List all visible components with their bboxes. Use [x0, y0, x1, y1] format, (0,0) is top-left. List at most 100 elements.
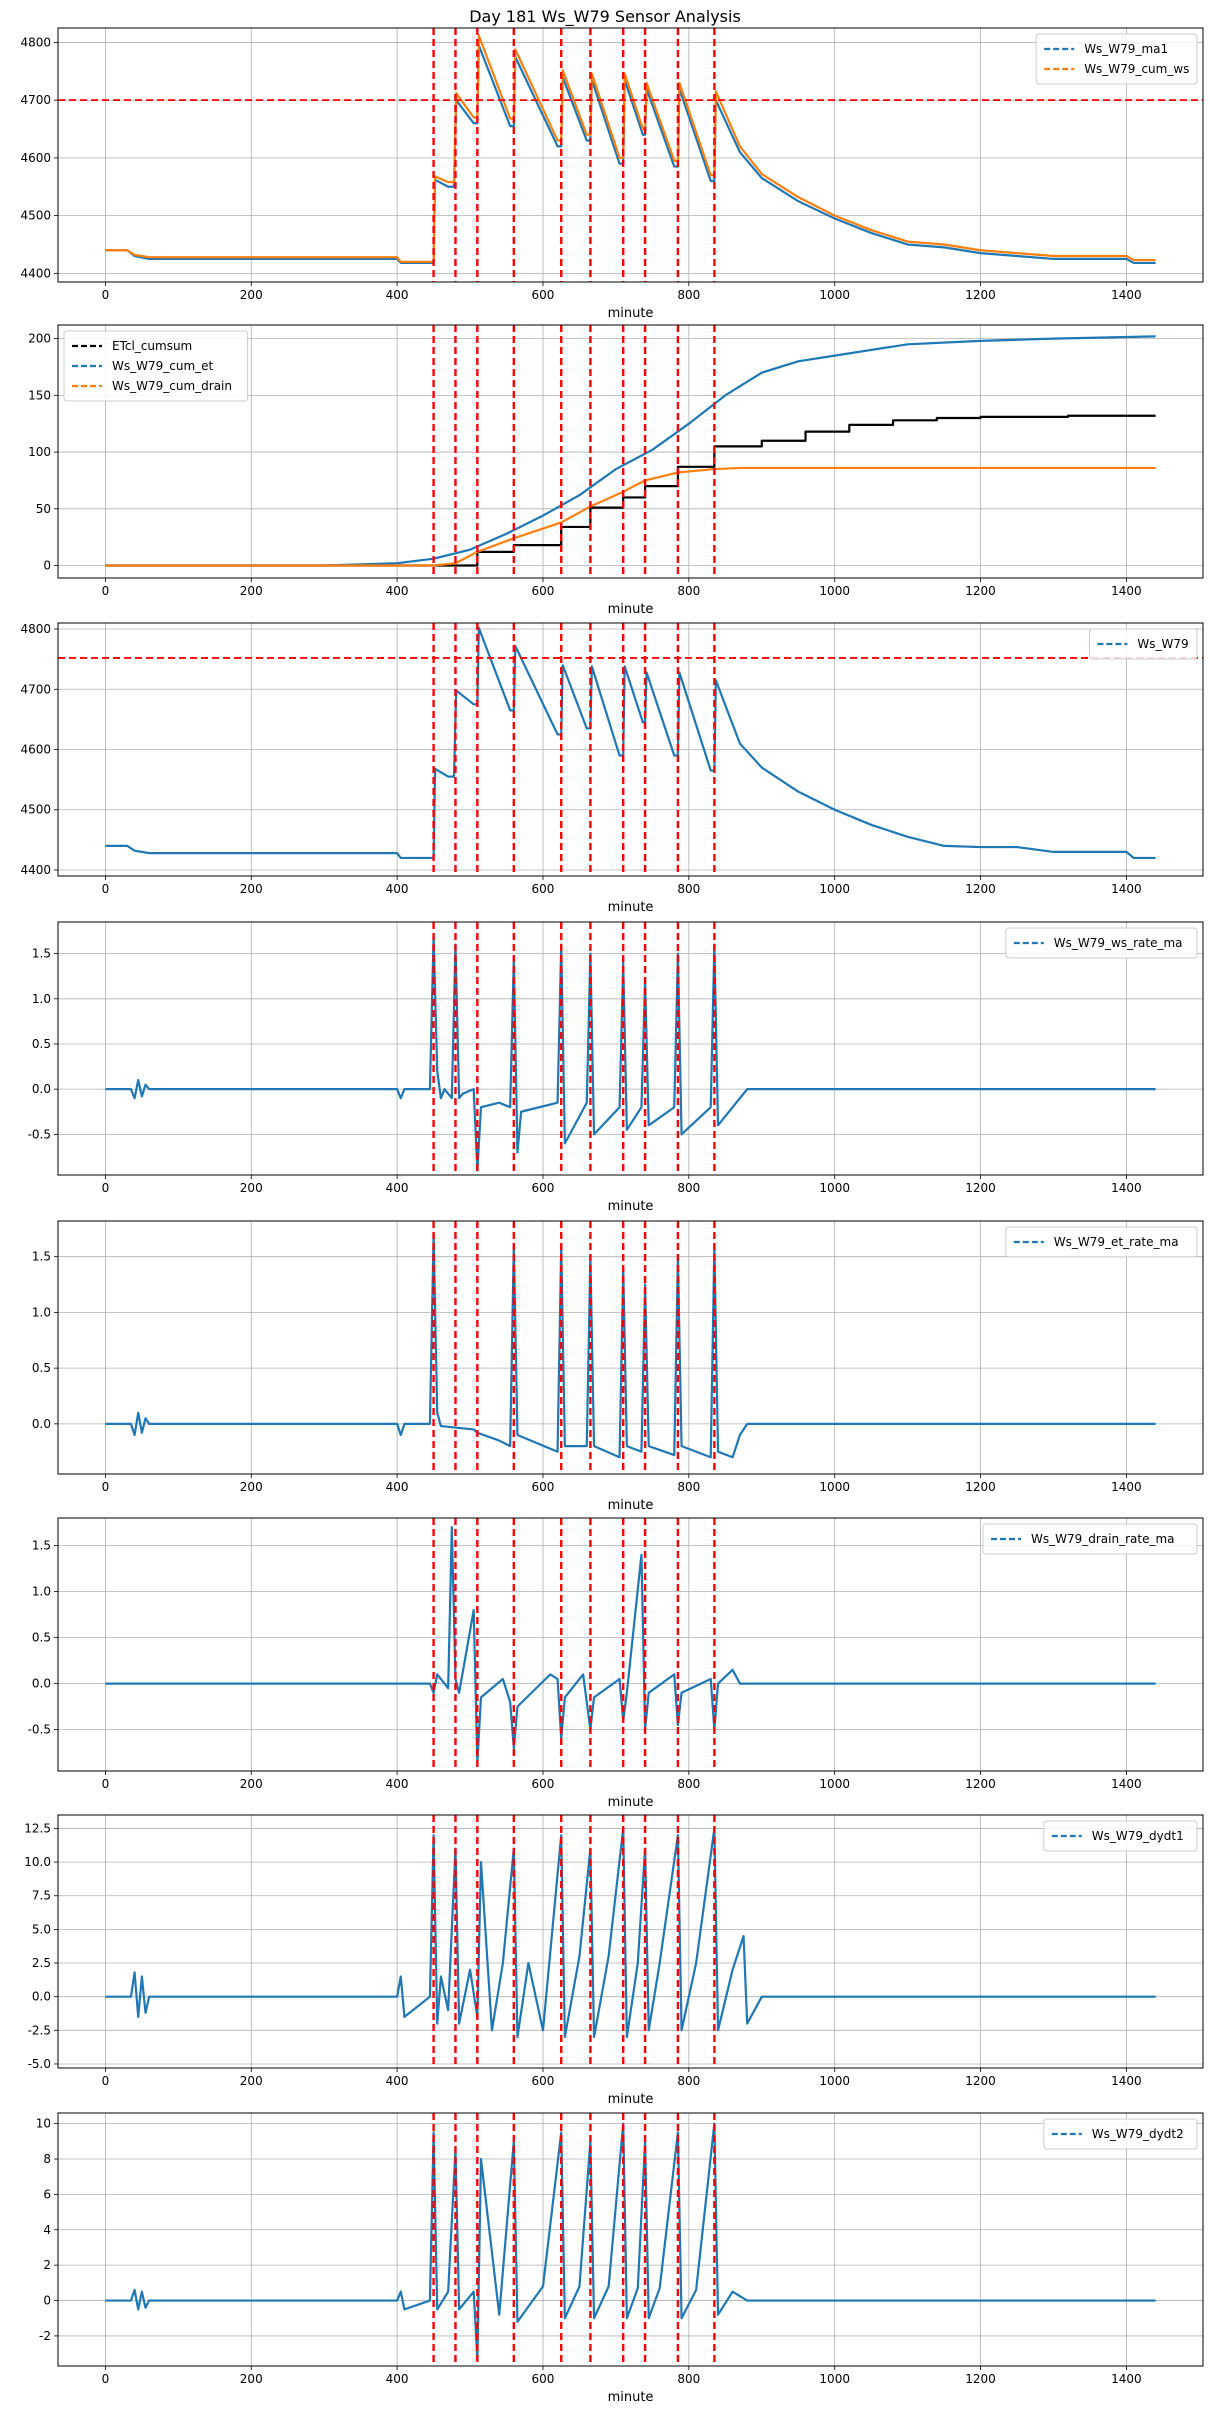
y-tick-label: 0 — [43, 559, 51, 573]
y-tick-label: 4800 — [20, 622, 51, 636]
plot-area — [105, 2113, 1156, 2366]
x-axis-label: minute — [608, 306, 654, 321]
x-tick-label: 1000 — [819, 1777, 850, 1791]
y-tick-label: 4800 — [20, 35, 51, 49]
y-tick-label: -0.5 — [28, 1723, 51, 1737]
x-tick-label: 600 — [532, 1777, 555, 1791]
plot-area — [58, 28, 1203, 282]
legend-label: Ws_W79 — [1137, 637, 1188, 651]
y-tick-label: 10 — [36, 2117, 51, 2131]
legend-label: Ws_W79_drain_rate_ma — [1031, 1532, 1175, 1546]
y-tick-label: 10.0 — [24, 1855, 51, 1869]
y-tick-label: -5.0 — [28, 2057, 51, 2071]
legend-label: Ws_W79_ws_rate_ma — [1054, 936, 1183, 950]
x-axis-label: minute — [608, 1795, 654, 1810]
x-tick-label: 1000 — [819, 1480, 850, 1494]
y-tick-label: 1.0 — [32, 992, 51, 1006]
legend-label: ETcl_cumsum — [112, 339, 192, 353]
y-tick-label: 1.0 — [32, 1585, 51, 1599]
legend-box — [1005, 927, 1198, 959]
y-tick-label: 0.5 — [32, 1631, 51, 1645]
axes-frame — [57, 921, 1204, 1176]
series-line-Ws_W79_drain_rate_ma — [105, 1526, 1156, 1763]
x-tick-label: 800 — [677, 2074, 700, 2088]
legend-label: Ws_W79_cum_drain — [112, 379, 232, 393]
series-line-Ws_W79_cum_et — [105, 335, 1156, 567]
x-tick-label: 200 — [240, 288, 263, 302]
x-tick-label: 1200 — [965, 2372, 996, 2386]
x-axis-label: minute — [608, 900, 654, 915]
x-axis-label: minute — [608, 602, 654, 617]
x-tick-label: 400 — [386, 1181, 409, 1195]
x-tick-label: 800 — [677, 1181, 700, 1195]
y-tick-label: -0.5 — [28, 1127, 51, 1141]
x-tick-label: 200 — [240, 2074, 263, 2088]
x-axis-label: minute — [608, 1498, 654, 1513]
panel-p5: 0 200 400 600 800 1000 1200 1400 0.0 0.5 1.0 1.5 min… — [32, 1220, 1204, 1513]
x-tick-label: 600 — [532, 2074, 555, 2088]
series-line-Ws_W79_ma1 — [105, 44, 1156, 265]
y-tick-label: 0 — [43, 2294, 51, 2308]
x-tick-label: 1200 — [965, 1777, 996, 1791]
x-tick-label: 0 — [102, 1480, 110, 1494]
y-tick-label: 1.5 — [32, 947, 51, 961]
x-tick-label: 1000 — [819, 2372, 850, 2386]
x-tick-label: 1200 — [965, 1181, 996, 1195]
x-tick-label: 1200 — [965, 288, 996, 302]
x-tick-label: 0 — [102, 1181, 110, 1195]
x-tick-label: 0 — [102, 2372, 110, 2386]
y-tick-label: 0.0 — [32, 1990, 51, 2004]
x-tick-label: 1400 — [1111, 1181, 1142, 1195]
x-tick-label: 1200 — [965, 2074, 996, 2088]
x-axis-label: minute — [608, 2390, 654, 2405]
x-tick-label: 1400 — [1111, 2372, 1142, 2386]
y-tick-label: -2 — [39, 2329, 51, 2343]
x-tick-label: 600 — [532, 1181, 555, 1195]
x-tick-label: 1400 — [1111, 1777, 1142, 1791]
y-tick-label: 4500 — [20, 209, 51, 223]
legend: Ws_W79_ma1 Ws_W79_cum_ws — [1035, 33, 1198, 85]
panel-p8: 0 200 400 600 800 1000 1200 1400 -2 0 2 4 6 8 10 minute… — [36, 2112, 1204, 2405]
legend-label: Ws_W79_dydt2 — [1092, 2127, 1184, 2141]
x-tick-label: 800 — [677, 882, 700, 896]
x-tick-label: 1400 — [1111, 584, 1142, 598]
y-tick-label: 100 — [28, 445, 51, 459]
legend: Ws_W79 — [1088, 628, 1198, 660]
plot-area — [105, 922, 1156, 1175]
plot-area — [105, 1221, 1156, 1474]
y-tick-label: 1.5 — [32, 1250, 51, 1264]
y-tick-label: 4600 — [20, 151, 51, 165]
axes-frame — [57, 1814, 1204, 2069]
series-line-ETcl_cumsum — [105, 414, 1156, 567]
x-tick-label: 600 — [532, 1480, 555, 1494]
axes-frame — [57, 324, 1204, 579]
x-tick-label: 600 — [532, 288, 555, 302]
x-tick-label: 1000 — [819, 288, 850, 302]
x-tick-label: 1200 — [965, 882, 996, 896]
y-tick-label: 0.0 — [32, 1082, 51, 1096]
x-tick-label: 200 — [240, 1777, 263, 1791]
panel-p2: 0 200 400 600 800 1000 1200 1400 0 50 100 150 200 min… — [28, 324, 1204, 617]
legend-box — [1035, 33, 1198, 85]
y-tick-label: 4400 — [20, 863, 51, 877]
x-tick-label: 400 — [386, 882, 409, 896]
y-tick-label: 12.5 — [24, 1821, 51, 1835]
legend-label: Ws_W79_cum_ws — [1084, 62, 1189, 76]
legend-label: Ws_W79_ma1 — [1084, 42, 1168, 56]
x-tick-label: 600 — [532, 584, 555, 598]
x-tick-label: 400 — [386, 584, 409, 598]
series-line-Ws_W79_ws_rate_ma — [105, 934, 1156, 1172]
axes-frame — [57, 622, 1204, 877]
plot-area — [105, 1518, 1156, 1771]
legend-box — [63, 330, 249, 402]
panel-p1: 0 200 400 600 800 1000 1200 1400 4400 4500 4600 470… — [20, 27, 1204, 321]
x-tick-label: 400 — [386, 2372, 409, 2386]
x-tick-label: 400 — [386, 1480, 409, 1494]
x-tick-label: 200 — [240, 584, 263, 598]
legend-box — [982, 1523, 1198, 1555]
x-tick-label: 1400 — [1111, 2074, 1142, 2088]
panel-p3: 0 200 400 600 800 1000 1200 1400 4400 4500 4600 470… — [20, 622, 1204, 915]
y-tick-label: 0.5 — [32, 1037, 51, 1051]
x-tick-label: 0 — [102, 1777, 110, 1791]
